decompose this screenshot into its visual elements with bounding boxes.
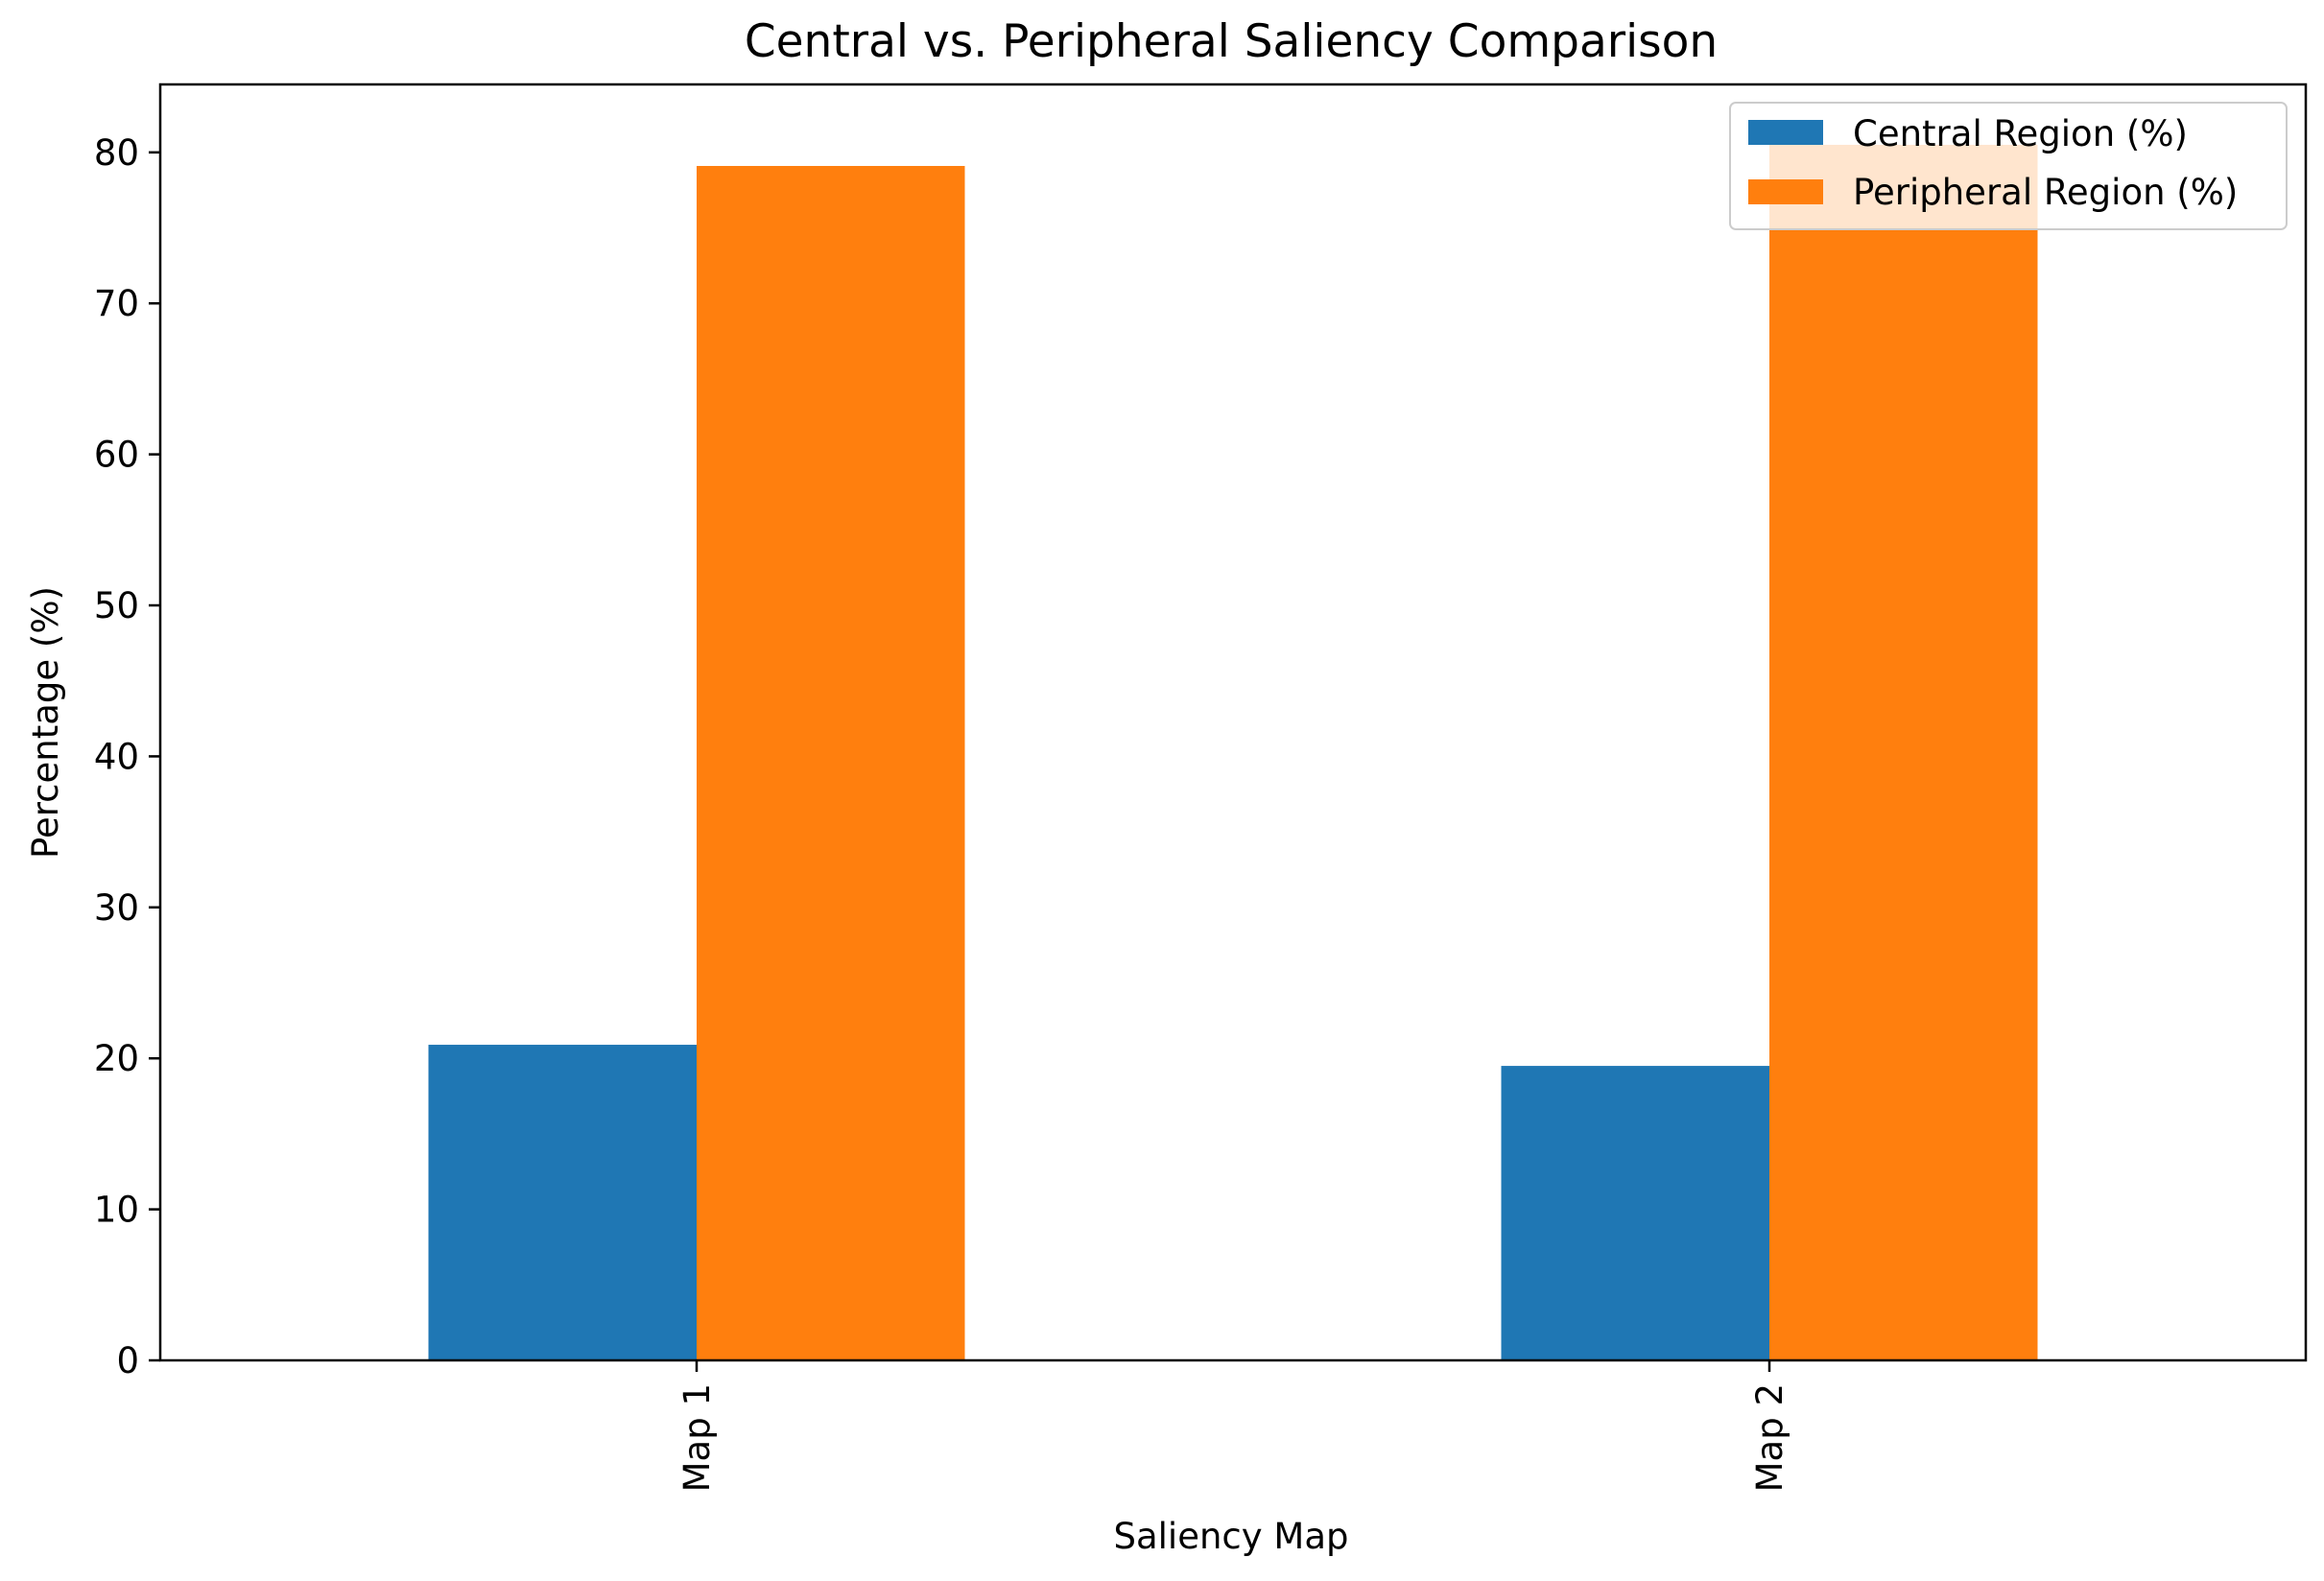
legend-swatch-central [1748, 120, 1823, 145]
y-tick-label: 60 [94, 435, 139, 476]
y-tick-label: 20 [94, 1038, 139, 1079]
x-axis-title: Saliency Map [1113, 1516, 1348, 1557]
y-tick-label: 70 [94, 283, 139, 324]
y-tick-label: 80 [94, 132, 139, 174]
y-tick-label: 50 [94, 585, 139, 626]
bars-layer [428, 144, 2038, 1360]
y-tick-label: 40 [94, 736, 139, 777]
bar-peripheral-map-2 [1769, 144, 2038, 1360]
chart-title: Central vs. Peripheral Saliency Comparis… [745, 15, 1718, 68]
plot-frame [158, 83, 2308, 1362]
x-axis-ticks: Map 1 Map 2 [676, 1360, 1790, 1492]
legend: Central Region (%) Peripheral Region (%) [1729, 102, 2288, 230]
x-tick-label: Map 2 [1749, 1383, 1790, 1492]
bar-central-map-1 [428, 1045, 697, 1360]
legend-swatch-peripheral [1748, 179, 1823, 204]
y-tick-label: 30 [94, 887, 139, 929]
y-axis-title: Percentage (%) [25, 586, 66, 859]
y-axis-ticks: 0 10 20 30 40 50 60 70 80 [94, 132, 160, 1381]
y-tick-label: 10 [94, 1190, 139, 1231]
legend-label-central: Central Region (%) [1853, 113, 2188, 154]
legend-box [1729, 102, 2288, 230]
y-tick-label: 0 [116, 1340, 139, 1381]
x-tick-label: Map 1 [676, 1383, 718, 1492]
bar-central-map-2 [1501, 1066, 1769, 1360]
legend-label-peripheral: Peripheral Region (%) [1853, 172, 2238, 213]
bar-peripheral-map-1 [697, 165, 965, 1360]
